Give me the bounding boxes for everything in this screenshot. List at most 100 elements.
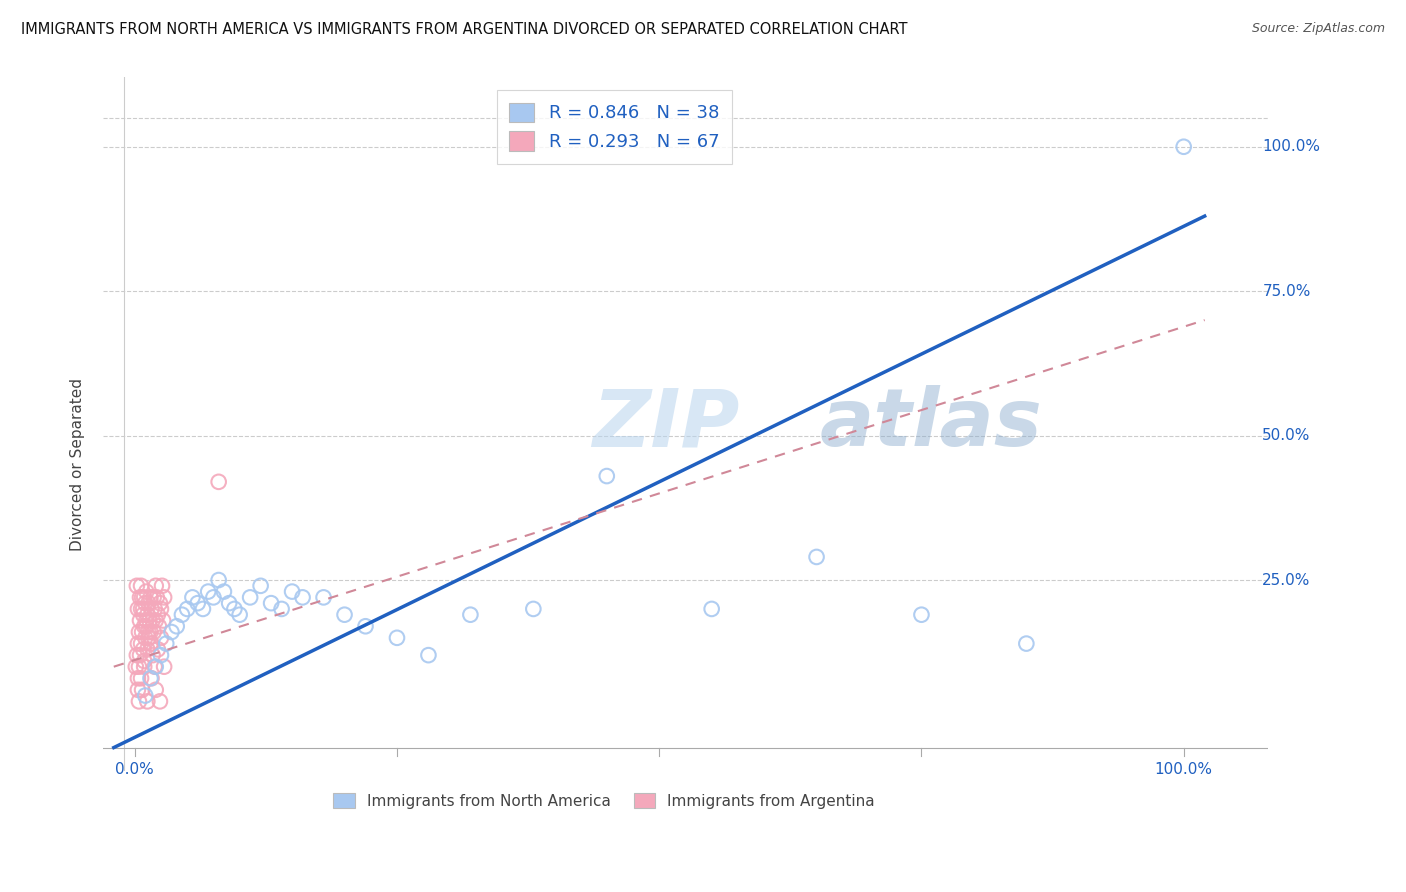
Point [139,637,162,651]
Point [700,602,723,616]
Point [134,591,156,605]
Point [129,591,152,605]
Point [145,579,167,593]
Point [146,591,169,605]
Point [260,596,283,610]
Point [139,591,162,605]
Point [312,591,335,605]
Point [153,659,176,673]
Point [125,659,148,673]
Text: Divorced or Separated: Divorced or Separated [69,378,84,551]
Point [132,602,155,616]
Point [127,671,149,685]
Text: IMMIGRANTS FROM NORTH AMERICA VS IMMIGRANTS FROM ARGENTINA DIVORCED OR SEPARATED: IMMIGRANTS FROM NORTH AMERICA VS IMMIGRA… [21,22,908,37]
Point [128,694,150,708]
Point [141,602,163,616]
Point [127,602,149,616]
Point [149,648,172,662]
Point [138,596,160,610]
Point [152,614,174,628]
Point [132,607,155,622]
Point [155,637,177,651]
Text: Source: ZipAtlas.com: Source: ZipAtlas.com [1251,22,1385,36]
Point [134,659,156,673]
Point [228,607,250,622]
Point [149,596,172,610]
Text: 0.0%: 0.0% [115,762,155,777]
Point [197,584,219,599]
Point [146,607,169,622]
Point [129,614,152,628]
Point [806,549,828,564]
Point [129,671,152,685]
Point [291,591,314,605]
Point [136,607,159,622]
Point [145,682,167,697]
Point [142,648,165,662]
Text: ZIP: ZIP [592,385,740,463]
Point [522,602,544,616]
Point [128,625,150,640]
Point [125,648,148,662]
Point [385,631,408,645]
Point [208,475,231,489]
Point [134,596,156,610]
Point [134,619,156,633]
Point [135,614,157,628]
Point [127,682,149,697]
Point [142,614,165,628]
Point [170,607,193,622]
Point [249,579,271,593]
Point [160,625,183,640]
Point [153,591,176,605]
Point [143,659,166,673]
Point [134,631,156,645]
Point [127,637,149,651]
Point [131,591,153,605]
Point [129,602,152,616]
Point [141,637,163,651]
Point [132,642,155,657]
Text: atlas: atlas [820,385,1042,463]
Point [333,607,356,622]
Point [281,584,304,599]
Point [139,671,162,685]
Text: 100.0%: 100.0% [1263,139,1320,154]
Point [135,619,157,633]
Point [1173,140,1195,154]
Point [910,607,932,622]
Point [138,614,160,628]
Point [145,659,167,673]
Text: 75.0%: 75.0% [1263,284,1310,299]
Point [418,648,440,662]
Legend: Immigrants from North America, Immigrants from Argentina: Immigrants from North America, Immigrant… [328,788,882,815]
Point [125,579,148,593]
Point [141,671,163,685]
Point [187,596,209,610]
Point [354,619,377,633]
Point [136,642,159,657]
Point [129,637,152,651]
Point [143,602,166,616]
Point [134,654,156,668]
Point [224,602,246,616]
Point [135,584,157,599]
Point [208,573,231,587]
Point [176,602,198,616]
Point [145,614,167,628]
Point [129,579,152,593]
Point [136,694,159,708]
Point [142,591,165,605]
Point [148,619,170,633]
Text: 25.0%: 25.0% [1263,573,1310,588]
Point [138,625,160,640]
Point [166,619,188,633]
Point [270,602,292,616]
Point [131,625,153,640]
Point [150,579,173,593]
Point [596,469,619,483]
Point [149,631,172,645]
Point [212,584,235,599]
Point [181,591,204,605]
Point [191,602,214,616]
